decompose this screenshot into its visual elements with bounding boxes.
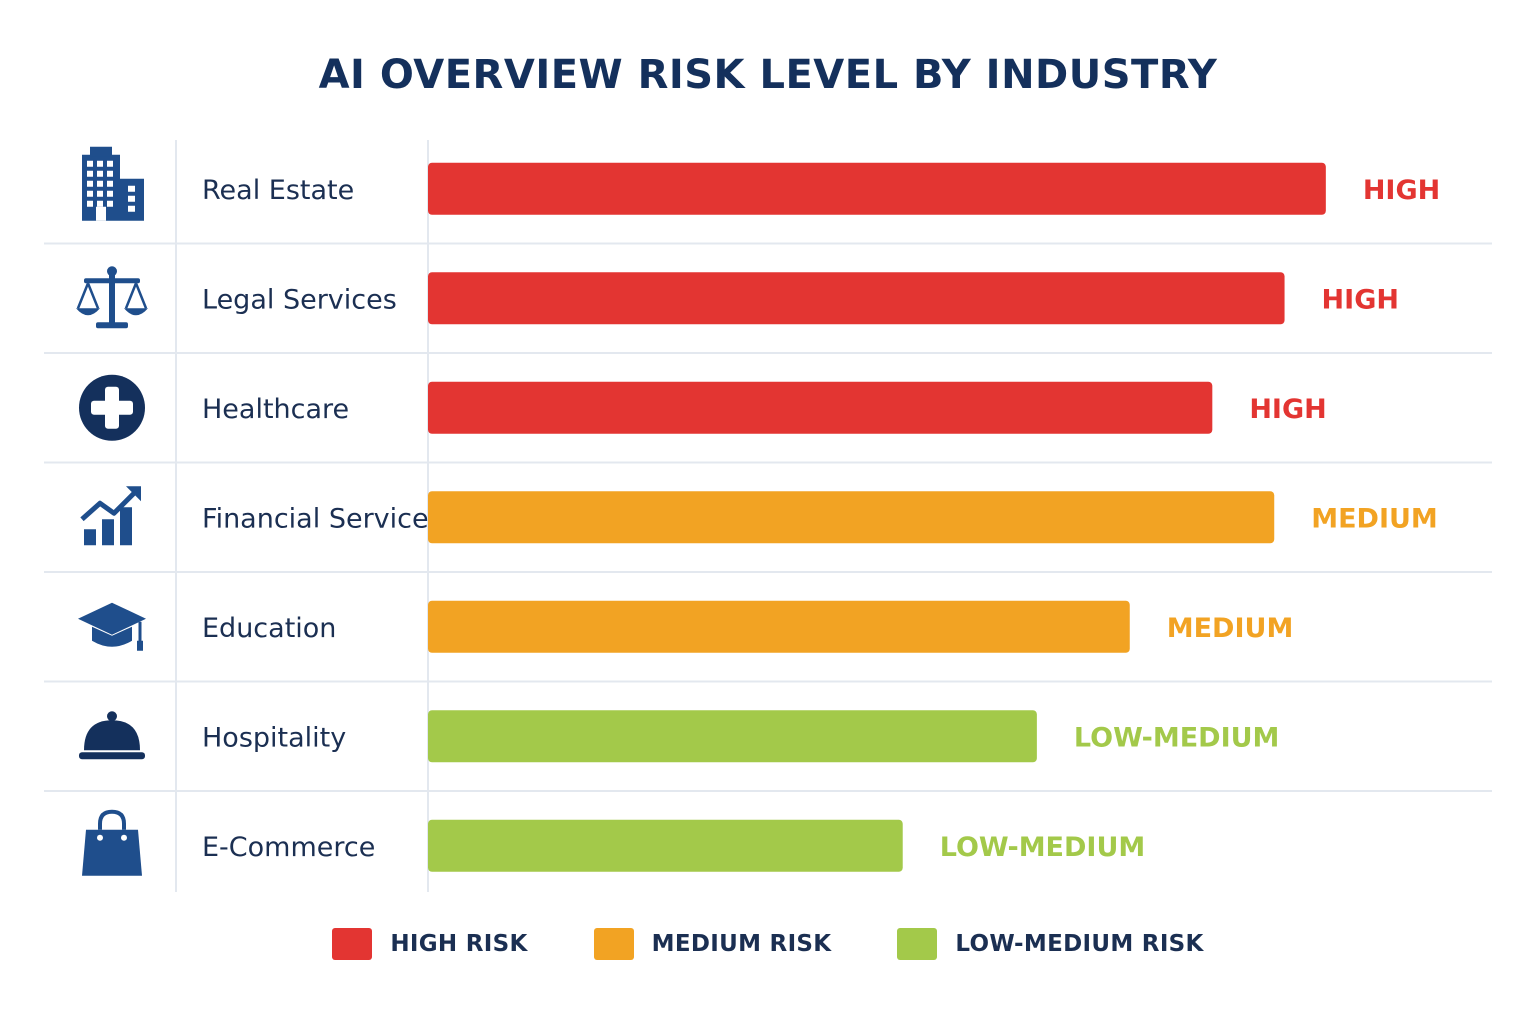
legend-label-medium: MEDIUM RISK (651, 931, 832, 957)
legend-swatch-high (332, 928, 373, 960)
category-label-education: Education (202, 613, 336, 644)
building-icon (82, 146, 144, 221)
legend-label-high: HIGH RISK (390, 931, 528, 957)
legend-item-high: HIGH RISK (332, 928, 527, 960)
graduation-cap-icon (78, 602, 146, 651)
category-label-hospitality: Hospitality (202, 722, 346, 753)
scales-icon (76, 266, 148, 329)
chart-legend: HIGH RISK MEDIUM RISK LOW-MEDIUM RISK (0, 928, 1536, 960)
risk-label-hospitality: LOW-MEDIUM (1074, 722, 1280, 753)
growth-chart-icon (80, 486, 141, 546)
risk-label-legal-services: HIGH (1322, 284, 1399, 315)
risk-label-e-commerce: LOW-MEDIUM (940, 832, 1146, 863)
bar-e-commerce (428, 819, 903, 872)
risk-label-education: MEDIUM (1167, 613, 1294, 644)
service-bell-icon (79, 711, 145, 760)
legend-label-low-medium: LOW-MEDIUM RISK (955, 931, 1204, 957)
bar-education (428, 600, 1130, 653)
risk-label-healthcare: HIGH (1249, 394, 1326, 425)
bar-legal-services (428, 272, 1285, 325)
category-label-e-commerce: E-Commerce (202, 832, 375, 863)
shopping-bag-icon (82, 809, 142, 876)
legend-swatch-low-medium (897, 928, 938, 960)
category-label-legal-services: Legal Services (202, 284, 397, 315)
medical-cross-icon (79, 374, 145, 441)
chart-title: AI OVERVIEW RISK LEVEL BY INDUSTRY (318, 52, 1218, 98)
category-label-real-estate: Real Estate (202, 175, 354, 206)
legend-swatch-medium (593, 928, 634, 960)
bar-real-estate (428, 162, 1326, 215)
bar-financial-services (428, 491, 1275, 544)
legend-item-low-medium: LOW-MEDIUM RISK (897, 928, 1203, 960)
risk-label-financial-services: MEDIUM (1311, 503, 1438, 534)
legend-item-medium: MEDIUM RISK (593, 928, 832, 960)
bar-hospitality (428, 710, 1037, 763)
category-label-healthcare: Healthcare (202, 394, 349, 425)
risk-label-real-estate: HIGH (1363, 175, 1440, 206)
category-label-financial-services: Financial Services (202, 503, 443, 534)
bar-healthcare (428, 381, 1213, 434)
bar-chart: Real Estate HIGH Legal Services HIGH Healthc… (44, 140, 1492, 892)
